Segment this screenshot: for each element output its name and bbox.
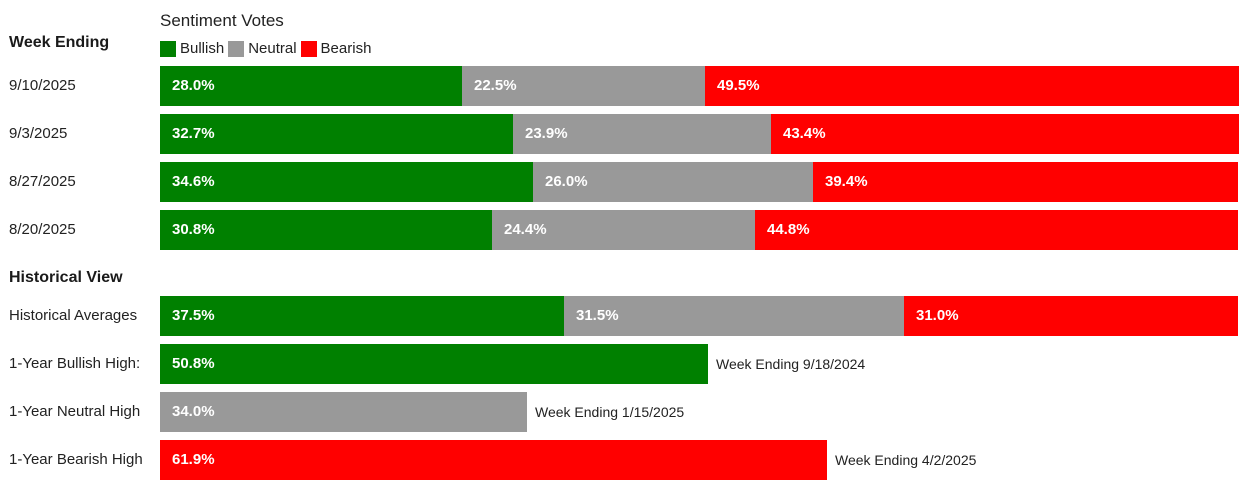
row-label: 1-Year Bullish High: [9,355,141,372]
bar-segment-bullish [160,114,513,154]
row-label: 1-Year Bearish High [9,451,143,468]
row-note: Week Ending 9/18/2024 [716,356,866,372]
bar-row-1-year-bullish-high: 50.8% Week Ending 9/18/2024 [160,344,1238,384]
bar-segment-neutral [160,392,527,432]
bar-row-1-year-bearish-high: 61.9% Week Ending 4/2/2025 [160,440,1238,480]
row-note: Week Ending 4/2/2025 [835,452,977,468]
data-label-bearish: 31.0% [916,307,959,324]
data-label-neutral: 34.0% [172,403,215,420]
bar-segment-bearish [160,440,827,480]
bar-row-8-20-2025: 30.8% 24.4% 44.8% [160,210,1238,250]
week-ending-header: Week Ending [9,34,110,51]
bar-segment-bullish [160,162,533,202]
data-label-bullish: 32.7% [172,125,215,142]
bar-row-9-10-2025: 28.0% 22.5% 49.5% [160,66,1239,106]
legend-swatch-bearish [300,40,317,57]
bar-segment-neutral [564,296,904,336]
data-label-neutral: 31.5% [576,307,619,324]
data-label-bearish: 44.8% [767,221,810,238]
legend-title: Sentiment Votes [160,11,284,30]
data-label-bullish: 50.8% [172,355,215,372]
bar-segment-bullish [160,344,708,384]
data-label-neutral: 26.0% [545,173,588,190]
data-label-bullish: 34.6% [172,173,215,190]
row-label: 8/20/2025 [9,221,76,238]
bar-segment-bearish [771,114,1239,154]
legend-item-bearish: Bearish [300,40,372,57]
row-label: 9/10/2025 [9,77,76,94]
legend-label-neutral: Neutral [248,40,297,57]
bar-segment-neutral [533,162,813,202]
bar-segment-bearish [904,296,1238,336]
legend-swatch-bullish [160,40,176,57]
data-label-bearish: 39.4% [825,173,868,190]
legend-item-neutral: Neutral [228,40,297,57]
legend-swatch-neutral [228,40,245,57]
row-label: Historical Averages [9,307,138,324]
bar-segment-bullish [160,296,564,336]
data-label-bearish: 49.5% [717,77,760,94]
row-label: 9/3/2025 [9,125,68,142]
data-label-neutral: 22.5% [474,77,517,94]
data-label-bullish: 37.5% [172,307,215,324]
data-label-bullish: 28.0% [172,77,215,94]
legend: Bullish Neutral Bearish [160,40,375,57]
data-label-neutral: 24.4% [504,221,547,238]
bar-segment-bearish [705,66,1239,106]
bar-segment-neutral [462,66,705,106]
bar-row-1-year-neutral-high: 34.0% Week Ending 1/15/2025 [160,392,1238,432]
bar-row-8-27-2025: 34.6% 26.0% 39.4% [160,162,1238,202]
bar-segment-bullish [160,66,462,106]
row-label: 1-Year Neutral High [9,403,141,420]
data-label-bearish: 43.4% [783,125,826,142]
bar-row-9-3-2025: 32.7% 23.9% 43.4% [160,114,1239,154]
data-label-bearish: 61.9% [172,451,215,468]
bar-segment-neutral [492,210,755,250]
bar-segment-bearish [755,210,1238,250]
data-label-neutral: 23.9% [525,125,568,142]
bar-segment-bearish [813,162,1238,202]
row-label: 8/27/2025 [9,173,76,190]
legend-label-bullish: Bullish [180,40,225,57]
historical-view-header: Historical View [9,269,123,286]
bar-segment-neutral [513,114,771,154]
bar-segment-bullish [160,210,492,250]
legend-label-bearish: Bearish [320,40,372,57]
row-note: Week Ending 1/15/2025 [535,404,685,420]
data-label-bullish: 30.8% [172,221,215,238]
legend-item-bullish: Bullish [160,40,224,57]
bar-row-historical-averages: 37.5% 31.5% 31.0% [160,296,1238,336]
